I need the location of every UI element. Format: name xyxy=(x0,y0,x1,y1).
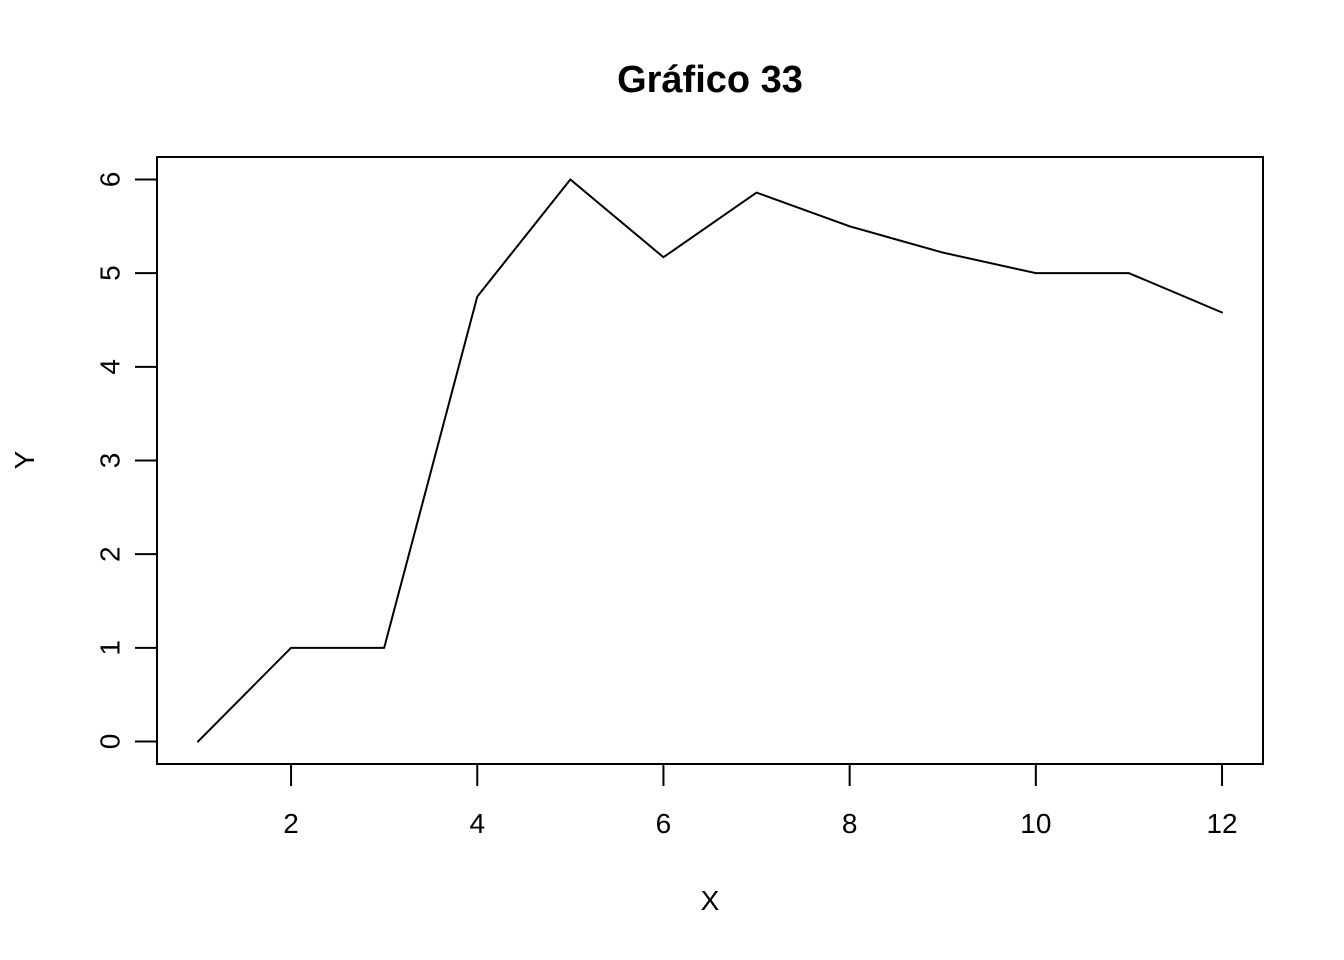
x-tick-label: 2 xyxy=(283,808,299,839)
y-tick-label: 0 xyxy=(95,734,126,750)
x-axis: 2 4 6 8 10 12 xyxy=(283,763,1238,839)
x-tick-label: 12 xyxy=(1206,808,1237,839)
x-axis-label: X xyxy=(701,885,720,916)
x-tick-label: 4 xyxy=(469,808,485,839)
y-tick-label: 1 xyxy=(95,640,126,656)
series-group xyxy=(196,178,1224,743)
x-tick-label: 8 xyxy=(842,808,858,839)
y-axis-label: Y xyxy=(9,450,40,469)
x-tick-label: 6 xyxy=(656,808,672,839)
y-tick-label: 6 xyxy=(95,172,126,188)
y-tick-label: 3 xyxy=(95,453,126,469)
y-tick-label: 5 xyxy=(95,265,126,281)
x-tick-label: 10 xyxy=(1020,808,1051,839)
y-tick-label: 2 xyxy=(95,546,126,562)
y-tick-label: 4 xyxy=(95,359,126,375)
plot-frame xyxy=(156,156,1264,765)
y-axis: 0 1 2 3 4 5 6 xyxy=(95,172,158,750)
series-line xyxy=(196,178,1224,743)
chart-title: Gráfico 33 xyxy=(617,59,803,101)
